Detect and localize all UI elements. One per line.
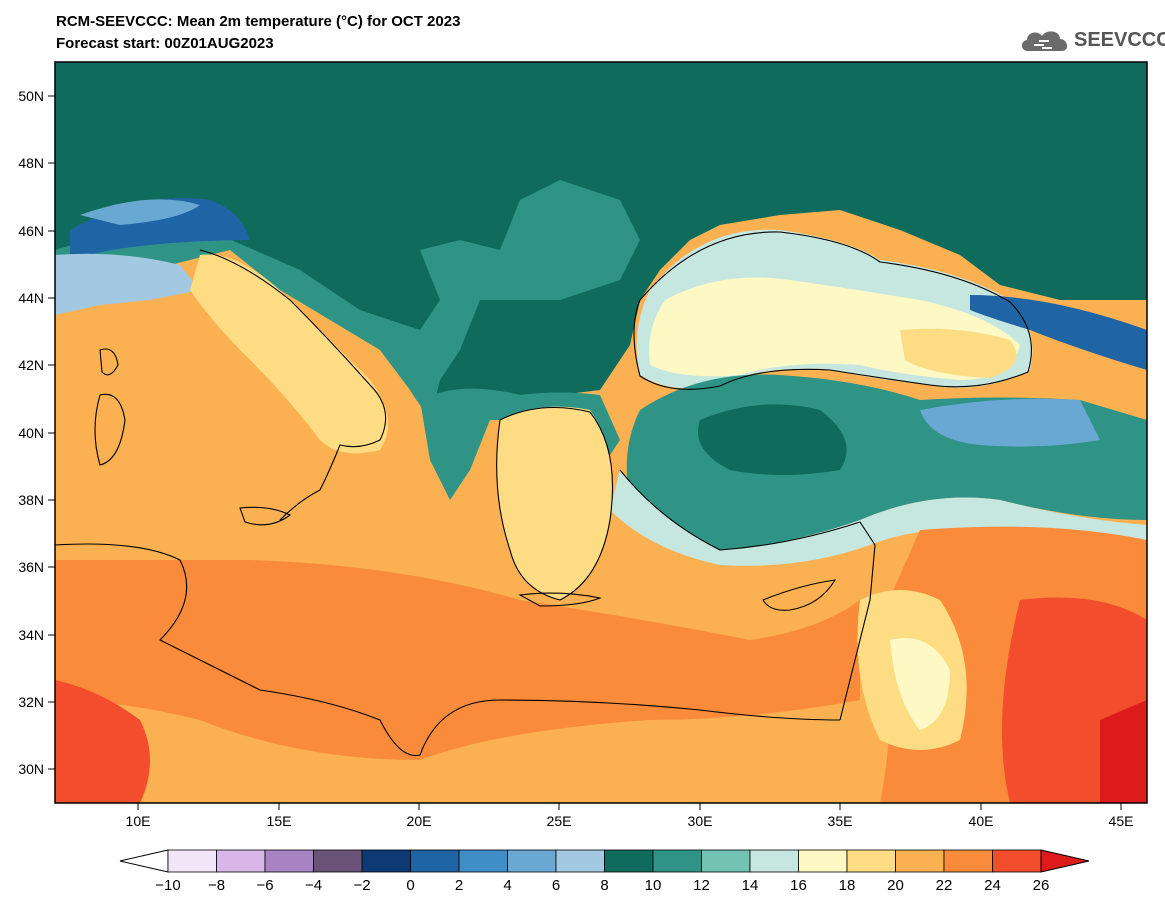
lon-tick-label: 20E bbox=[407, 813, 432, 829]
north-africa-field bbox=[55, 560, 860, 760]
italy-field bbox=[190, 254, 388, 454]
coastlines bbox=[55, 231, 1032, 757]
lat-tick-label: 36N bbox=[18, 559, 44, 575]
lon-tick-label: 45E bbox=[1109, 813, 1134, 829]
lon-tick-label: 25E bbox=[547, 813, 572, 829]
lat-tick-label: 46N bbox=[18, 223, 44, 239]
anatolia-coast-band bbox=[610, 470, 1147, 566]
lat-tick-label: 42N bbox=[18, 357, 44, 373]
lon-tick-label: 30E bbox=[688, 813, 713, 829]
sahara-hot-west bbox=[55, 680, 150, 803]
po-valley-field bbox=[55, 253, 200, 315]
black-sea-east-field bbox=[900, 328, 1017, 378]
seevccc-logo: SEEVCCC bbox=[1018, 26, 1165, 56]
logo-text: SEEVCCC bbox=[1074, 29, 1165, 51]
arabia-hottest-field bbox=[1100, 700, 1147, 803]
lon-tick-label: 35E bbox=[828, 813, 853, 829]
lat-tick-label: 34N bbox=[18, 627, 44, 643]
lon-tick-label: 10E bbox=[126, 813, 151, 829]
lon-tick-label: 15E bbox=[267, 813, 292, 829]
lat-tick-label: 48N bbox=[18, 155, 44, 171]
jordan-highland-field bbox=[890, 638, 950, 730]
caucasus-cold-field bbox=[970, 295, 1147, 370]
lat-tick-label: 32N bbox=[18, 694, 44, 710]
lat-tick-label: 38N bbox=[18, 492, 44, 508]
lat-tick-label: 30N bbox=[18, 761, 44, 777]
lat-tick-label: 50N bbox=[18, 88, 44, 104]
east-anatolia-cold bbox=[920, 398, 1100, 447]
greece-field bbox=[496, 406, 613, 600]
map-title: RCM-SEEVCCC: Mean 2m temperature (°C) fo… bbox=[56, 13, 461, 30]
cloud-icon bbox=[1021, 31, 1068, 51]
anatolia-cold-core bbox=[698, 404, 847, 475]
lat-tick-label: 40N bbox=[18, 425, 44, 441]
axis-ticks bbox=[48, 95, 1122, 810]
forecast-start: Forecast start: 00Z01AUG2023 bbox=[56, 35, 274, 52]
lat-tick-label: 44N bbox=[18, 290, 44, 306]
alps-peak-field bbox=[80, 199, 200, 225]
lon-tick-label: 40E bbox=[969, 813, 994, 829]
